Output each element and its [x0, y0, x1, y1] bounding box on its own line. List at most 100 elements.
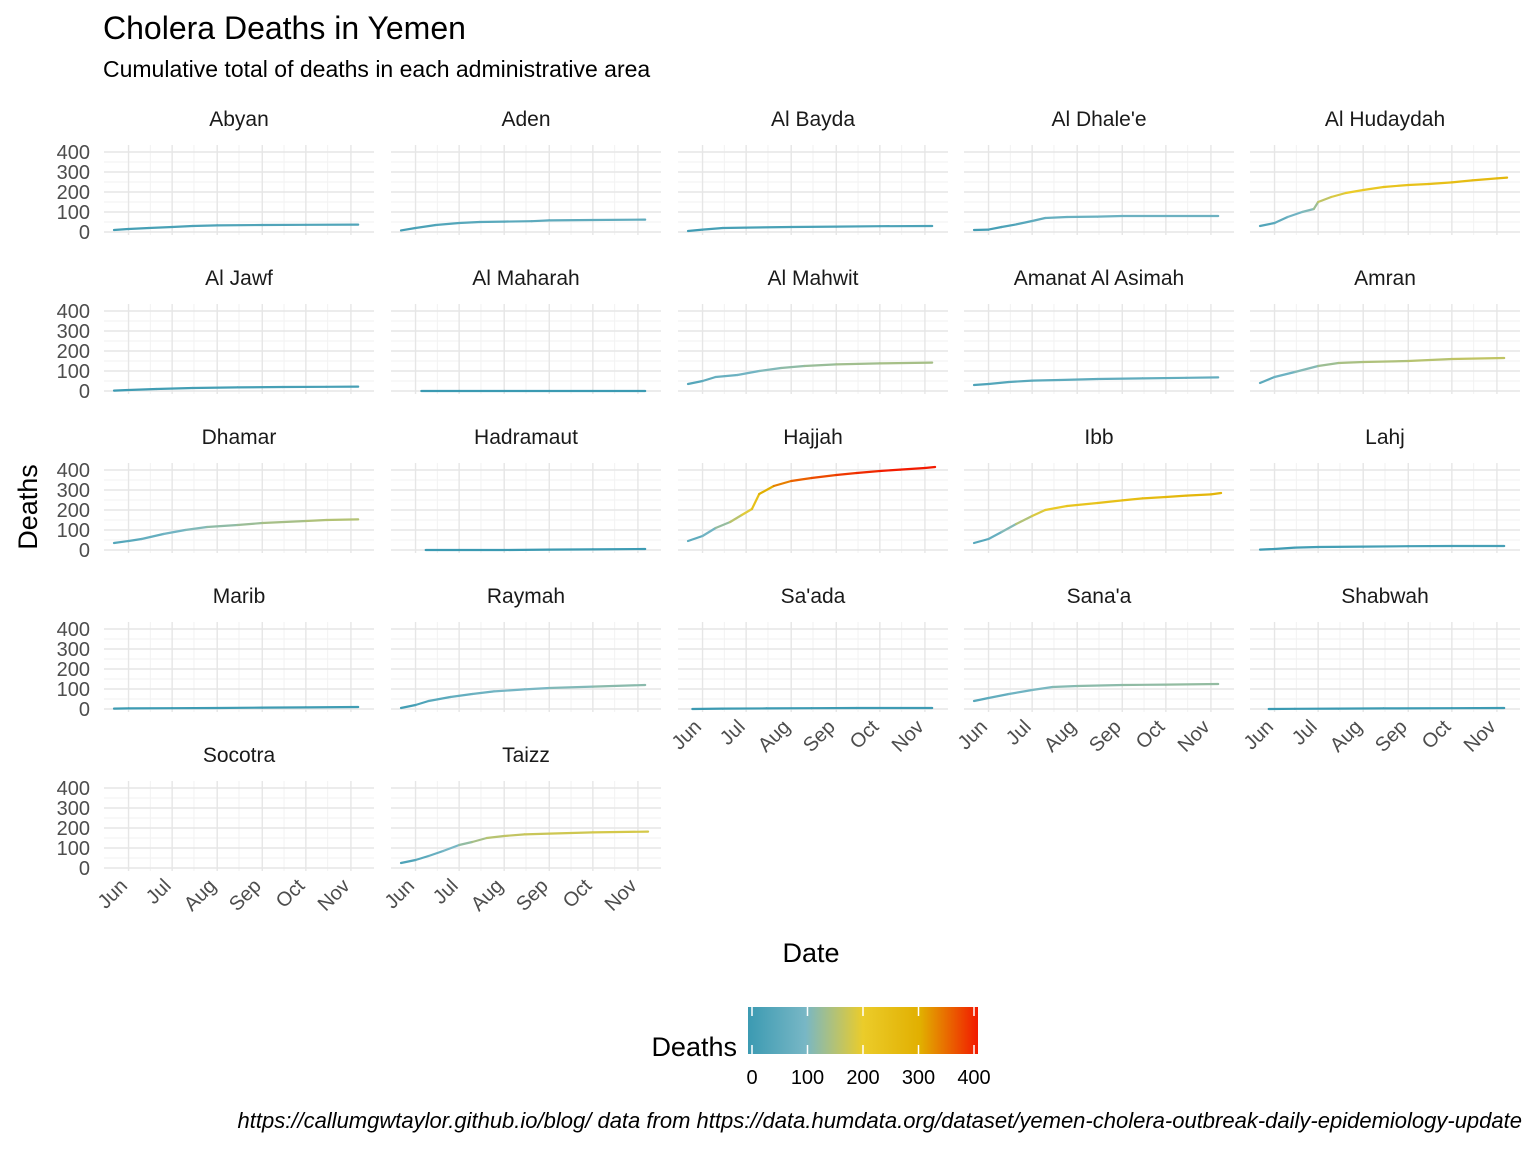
- panel-title: Taizz: [502, 744, 550, 767]
- panel-amanat-al-asimah: Amanat Al Asimah: [964, 267, 1234, 394]
- series-line-segment: [972, 382, 990, 387]
- series-line-segment: [1000, 223, 1018, 229]
- series-line-segment: [205, 523, 239, 529]
- panel-title: Al Dhale'e: [1051, 108, 1146, 131]
- series-line-segment: [523, 686, 551, 691]
- series-line-segment: [449, 692, 474, 699]
- panel-sa-ada: Sa'ada Jun Jul Aug Sep Oct Nov: [668, 585, 948, 757]
- x-tick-label: Jun: [94, 875, 132, 913]
- series-line-segment: [434, 221, 461, 227]
- panel-title: Dhamar: [202, 426, 277, 449]
- series-line-segment: [1407, 182, 1430, 187]
- x-tick-label: Oct: [559, 875, 597, 913]
- y-tick-label: 200: [57, 500, 90, 522]
- series-line-segment: [736, 369, 761, 377]
- x-tick-label: Sep: [225, 875, 266, 916]
- series-line-segment: [835, 362, 881, 366]
- series-line-segment: [458, 840, 474, 847]
- series-line-segment: [503, 833, 526, 838]
- series-line-segment: [714, 520, 732, 530]
- y-tick-label: 300: [57, 639, 90, 661]
- y-tick-label: 0: [79, 222, 90, 244]
- panel-shabwah: Shabwah Jun Jul Aug Sep Oct Nov: [1240, 585, 1520, 757]
- y-tick-label: 100: [57, 838, 90, 860]
- y-axis-title: Deaths: [13, 464, 43, 550]
- x-tick-label: Oct: [1418, 716, 1456, 754]
- panel-title: Al Bayda: [771, 108, 855, 131]
- series-line-segment: [1273, 215, 1289, 225]
- series-line-segment: [1258, 547, 1276, 551]
- series-line-segment: [899, 466, 927, 471]
- x-tick-label: Nov: [1174, 716, 1215, 757]
- series-line-segment: [399, 226, 417, 232]
- x-tick-label: Jul: [142, 875, 176, 909]
- x-tick-label: Aug: [754, 716, 795, 757]
- panel-title: Socotra: [203, 744, 276, 767]
- series-line-segment: [1031, 216, 1047, 223]
- series-line-segment: [1427, 181, 1453, 186]
- series-line-segment: [1382, 183, 1410, 189]
- x-tick-label: Jun: [381, 875, 419, 913]
- series-line-segment: [1015, 219, 1034, 226]
- y-tick-label: 400: [57, 460, 90, 482]
- series-line-segment: [399, 703, 417, 710]
- x-tick-label: Aug: [1040, 716, 1081, 757]
- series-line-segment: [878, 468, 902, 473]
- panel-title: Sana'a: [1067, 585, 1132, 608]
- series-line-segment: [485, 834, 506, 840]
- series-line-segment: [1495, 176, 1509, 180]
- x-tick-label: Jun: [1240, 716, 1278, 754]
- series-line-segment: [810, 473, 838, 480]
- series-line-segment: [972, 537, 990, 545]
- panel-title: Sa'ada: [781, 585, 846, 608]
- y-tick-label: 0: [79, 858, 90, 880]
- series-line-segment: [1258, 221, 1276, 228]
- x-tick-label: Nov: [1460, 716, 1501, 757]
- series-line-segment: [155, 386, 194, 391]
- y-tick-label: 100: [57, 202, 90, 224]
- series-line-segment: [1330, 191, 1347, 199]
- panel-al-maharah: Al Maharah: [391, 267, 661, 394]
- color-legend: Deaths 0 100 200 300 400: [651, 1007, 991, 1089]
- legend-tick-label: 300: [902, 1067, 935, 1089]
- panel-ibb: Ibb: [964, 426, 1234, 553]
- series-line-segment: [1058, 377, 1099, 382]
- series-line-segment: [171, 224, 194, 229]
- series-line-segment: [1273, 546, 1296, 551]
- x-tick-label: Aug: [180, 875, 221, 916]
- panel-al-dhale-e: Al Dhale'e: [964, 108, 1234, 235]
- series-line-segment: [261, 519, 307, 525]
- series-line-segment: [1362, 185, 1385, 192]
- y-tick-label: 300: [57, 162, 90, 184]
- panel-al-mahwit: Al Mahwit: [678, 267, 948, 394]
- y-tick-label: 400: [57, 778, 90, 800]
- panel-title: Al Hudaydah: [1325, 108, 1445, 131]
- y-tick-label: 100: [57, 520, 90, 542]
- series-line-segment: [1141, 376, 1188, 380]
- series-line-segment: [772, 479, 793, 488]
- series-line-segment: [686, 228, 704, 233]
- x-tick-label: Aug: [467, 875, 508, 916]
- series-line-segment: [779, 364, 806, 370]
- series-line-segment: [1096, 214, 1124, 218]
- series-line-segment: [987, 692, 1010, 700]
- y-tick-label: 0: [79, 699, 90, 721]
- panel-amran: Amran: [1250, 267, 1520, 394]
- series-line-segment: [1031, 685, 1054, 692]
- series-line-segment: [325, 518, 360, 522]
- panel-title: Al Mahwit: [767, 267, 858, 290]
- series-line-segment: [414, 223, 437, 230]
- panel-title: Lahj: [1365, 426, 1405, 449]
- x-tick-label: Oct: [846, 716, 884, 754]
- series-line-segment: [1293, 545, 1320, 549]
- series-line-segment: [1337, 360, 1365, 365]
- y-tick-label: 400: [57, 619, 90, 641]
- series-line-segment: [523, 832, 551, 836]
- series-line-segment: [1044, 215, 1069, 220]
- panel-title: Hajjah: [783, 426, 843, 449]
- y-tick-label: 100: [57, 679, 90, 701]
- series-line-segment: [987, 530, 1003, 541]
